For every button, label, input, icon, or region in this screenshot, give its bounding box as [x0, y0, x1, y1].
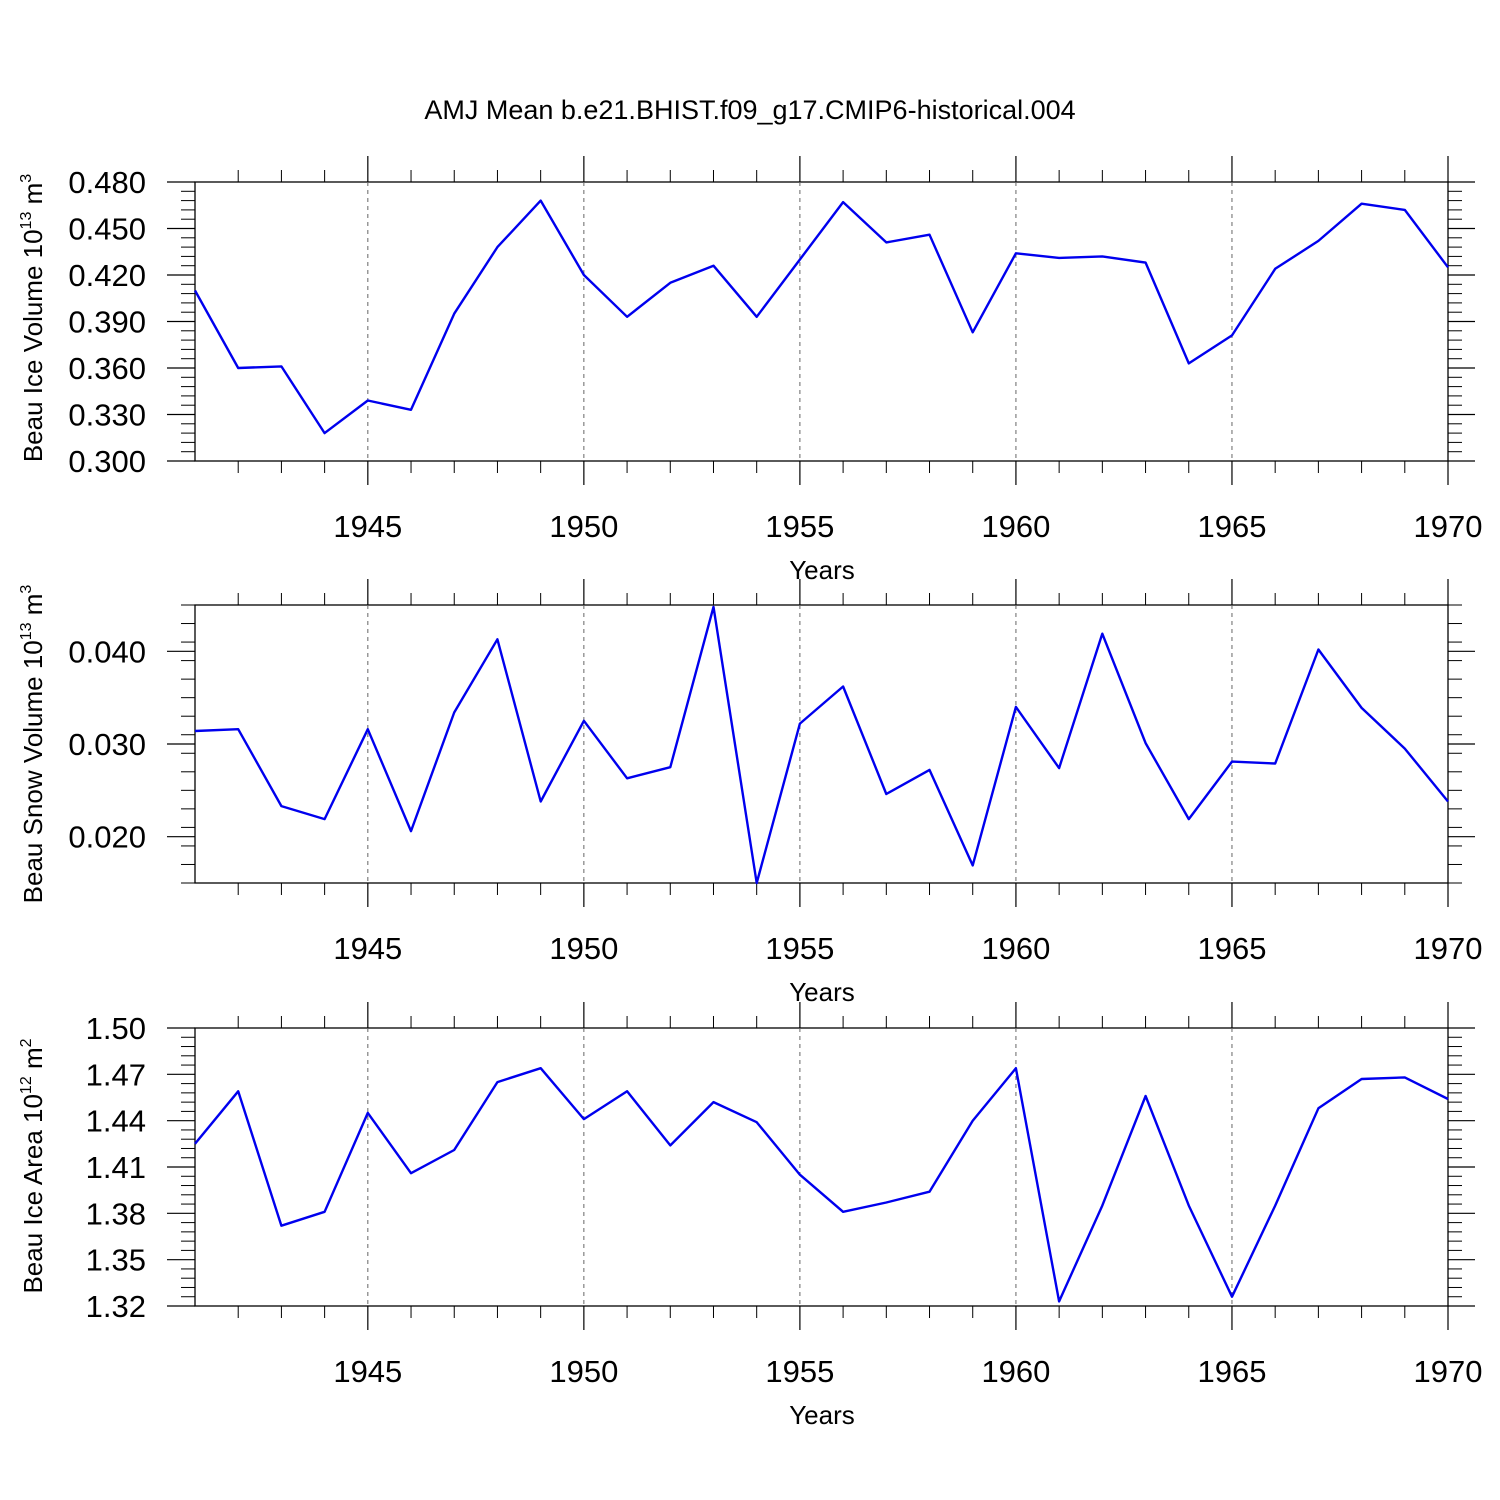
y-axis-label-text: m — [18, 1047, 48, 1076]
chart-title: AMJ Mean b.e21.BHIST.f09_g17.CMIP6-histo… — [424, 95, 1075, 125]
x-tick-label: 1945 — [333, 1354, 402, 1389]
y-axis-label-exponent: 2 — [18, 1038, 35, 1047]
panel-1: 1945 1950 1955 1960 1965 1970 0.480 0.450 0.420 0… — [18, 156, 1482, 585]
series-line — [193, 199, 1449, 435]
y-tick-label: 1.41 — [86, 1150, 146, 1185]
plot-frame — [194, 1027, 1449, 1307]
x-tick-label: 1960 — [981, 1354, 1050, 1389]
x-tick-label: 1950 — [549, 1354, 618, 1389]
y-tick-label: 0.420 — [68, 258, 146, 293]
y-tick-label: 1.47 — [86, 1057, 146, 1092]
y-axis-label: Beau Ice Volume 1013 m3 — [18, 174, 48, 462]
x-tick-label: 1965 — [1197, 931, 1266, 966]
plot-frame — [194, 604, 1449, 884]
x-tick-label: 1970 — [1414, 931, 1483, 966]
y-axis-label-text: Beau Ice Volume 10 — [18, 229, 48, 462]
plot-frame — [194, 181, 1449, 462]
series-line — [194, 1066, 1449, 1303]
x-tick-label: 1955 — [765, 509, 834, 544]
y-axis-label-text: Beau Snow Volume 10 — [18, 640, 48, 903]
panel-3: 1945 1950 1955 1960 1965 1970 1.50 1.47 1.44 1.41… — [18, 1002, 1482, 1430]
y-axis-label-text: m — [18, 183, 48, 212]
y-tick-label: 0.020 — [68, 820, 146, 855]
y-axis-label: Beau Ice Area 1012 m2 — [18, 1038, 48, 1293]
x-axis-label: Years — [789, 977, 855, 1007]
x-tick-label: 1955 — [765, 931, 834, 966]
x-tick-label: 1965 — [1197, 509, 1266, 544]
y-axis-label-exponent: 3 — [18, 585, 35, 594]
x-axis-label: Years — [789, 555, 855, 585]
x-tick-label: 1970 — [1414, 509, 1483, 544]
y-tick-label: 1.38 — [86, 1196, 146, 1231]
y-axis-label-exponent: 13 — [18, 212, 35, 230]
y-tick-label: 1.50 — [86, 1011, 146, 1046]
y-tick-label: 1.32 — [86, 1289, 146, 1324]
y-tick-label: 1.44 — [86, 1104, 146, 1139]
x-tick-label: 1945 — [333, 509, 402, 544]
x-tick-label: 1950 — [549, 931, 618, 966]
y-tick-label: 0.330 — [68, 398, 146, 433]
y-tick-label: 0.390 — [68, 305, 146, 340]
x-tick-label: 1960 — [981, 509, 1050, 544]
x-tick-label: 1945 — [333, 931, 402, 966]
y-axis-label-text: m — [18, 594, 48, 623]
x-tick-label: 1960 — [981, 931, 1050, 966]
panel-2: 1945 1950 1955 1960 1965 1970 0.040 0.030 0.020 B… — [18, 579, 1482, 1007]
y-tick-label: 1.35 — [86, 1243, 146, 1278]
y-tick-label: 0.360 — [68, 351, 146, 386]
x-tick-label: 1965 — [1197, 1354, 1266, 1389]
x-tick-label: 1950 — [549, 509, 618, 544]
x-tick-label: 1955 — [765, 1354, 834, 1389]
y-tick-label: 0.480 — [68, 165, 146, 200]
y-tick-label: 0.040 — [68, 634, 146, 669]
y-axis-label: Beau Snow Volume 1013 m3 — [18, 585, 48, 904]
y-axis-label-exponent: 12 — [18, 1076, 35, 1094]
y-axis-label-exponent: 13 — [18, 622, 35, 640]
series-line — [194, 605, 1449, 885]
y-tick-label: 0.450 — [68, 212, 146, 247]
y-tick-label: 0.030 — [68, 727, 146, 762]
y-tick-label: 0.300 — [68, 444, 146, 479]
x-tick-label: 1970 — [1414, 1354, 1483, 1389]
y-axis-label-exponent: 3 — [18, 174, 35, 183]
y-axis-label-text: Beau Ice Area 10 — [18, 1094, 48, 1293]
x-axis-label: Years — [789, 1400, 855, 1430]
